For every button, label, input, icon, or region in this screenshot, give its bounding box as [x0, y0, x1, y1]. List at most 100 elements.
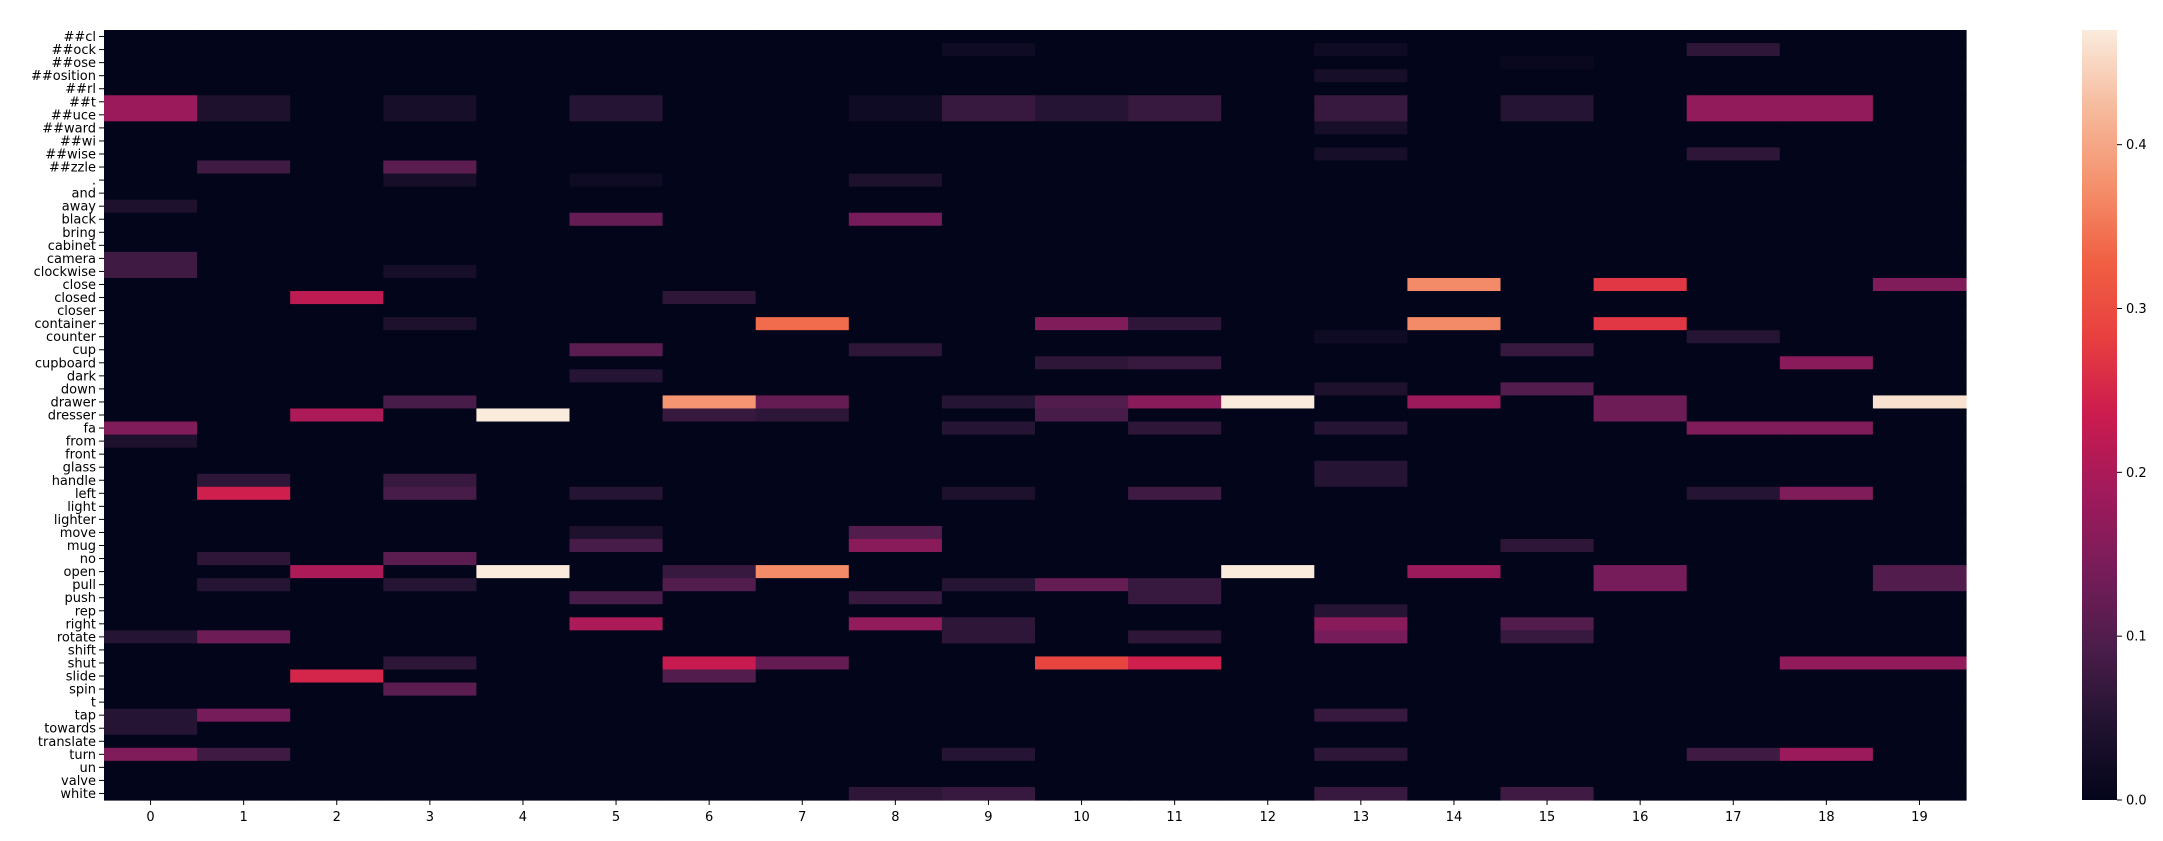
heatmap-cell — [383, 486, 477, 501]
heatmap-cell — [383, 578, 477, 592]
heatmap-cell — [1779, 565, 1874, 579]
heatmap-cell — [1686, 656, 1781, 671]
heatmap-cell — [1407, 291, 1502, 305]
x-tick-label: 18 — [1818, 810, 1835, 825]
heatmap-cell — [1407, 56, 1502, 70]
heatmap-cell — [1872, 199, 1967, 214]
heatmap-cell — [476, 682, 571, 697]
heatmap-cell — [1035, 734, 1129, 749]
heatmap-cell — [476, 565, 571, 579]
heatmap-cell — [1035, 147, 1129, 162]
heatmap-cell — [848, 708, 943, 723]
heatmap-cell — [941, 199, 1036, 214]
heatmap-cell — [1686, 460, 1781, 475]
y-tick-label: pull — [72, 578, 96, 593]
heatmap-cell — [1686, 525, 1781, 540]
heatmap-cell — [476, 356, 571, 370]
heatmap-cell — [197, 578, 291, 592]
heatmap-cell — [941, 82, 1036, 96]
heatmap-cell — [1128, 630, 1222, 644]
y-tick-label: cabinet — [48, 239, 96, 254]
heatmap-cell — [290, 565, 384, 579]
heatmap-cell — [941, 173, 1036, 188]
heatmap-cell — [1686, 317, 1781, 331]
heatmap-cell — [1221, 238, 1315, 253]
heatmap-cell — [104, 251, 198, 266]
heatmap-cell — [569, 356, 664, 370]
y-tick-label: handle — [52, 474, 96, 489]
heatmap-cell — [1593, 760, 1688, 775]
heatmap-cell — [848, 264, 943, 279]
heatmap-cell — [1779, 708, 1874, 723]
heatmap-cell — [476, 395, 571, 410]
heatmap-cell — [569, 408, 664, 423]
heatmap-cell — [848, 643, 943, 658]
heatmap-cell — [941, 617, 1036, 631]
heatmap-cell — [1314, 291, 1408, 305]
heatmap-cell — [569, 760, 664, 775]
heatmap-cell — [290, 473, 384, 488]
heatmap-cell — [662, 460, 757, 475]
heatmap-cell — [1779, 786, 1874, 801]
heatmap-cell — [1407, 578, 1502, 592]
heatmap-cell — [755, 212, 850, 227]
y-tick-label: closer — [57, 304, 96, 319]
heatmap-cell — [1221, 773, 1315, 788]
heatmap-cell — [662, 304, 757, 318]
heatmap-cell — [848, 591, 943, 605]
heatmap-cell — [1872, 721, 1967, 736]
heatmap-cell — [1407, 473, 1502, 488]
heatmap-cell — [197, 617, 291, 631]
heatmap-cell — [1221, 486, 1315, 501]
heatmap-cell — [1314, 264, 1408, 279]
heatmap-cell — [1872, 264, 1967, 279]
heatmap-cell — [1221, 186, 1315, 201]
heatmap-cell — [941, 277, 1036, 292]
heatmap-cell — [1221, 304, 1315, 318]
heatmap-cell — [941, 160, 1036, 175]
heatmap-cell — [848, 512, 943, 527]
heatmap-cell — [848, 760, 943, 775]
heatmap-cell — [1407, 512, 1502, 527]
heatmap-cell — [104, 317, 198, 331]
heatmap-cell — [941, 538, 1036, 553]
heatmap-cell — [476, 30, 571, 44]
heatmap-cell — [848, 395, 943, 410]
heatmap-cell — [1779, 578, 1874, 592]
heatmap-cell — [104, 108, 198, 122]
heatmap-cell — [755, 604, 850, 618]
heatmap-cell — [1128, 343, 1222, 357]
heatmap-cell — [941, 291, 1036, 305]
heatmap-cell — [941, 43, 1036, 57]
heatmap-cell — [1128, 721, 1222, 736]
heatmap-cell — [755, 121, 850, 136]
heatmap-cell — [290, 225, 384, 240]
y-tick-label: shift — [68, 643, 96, 658]
heatmap-cell — [383, 604, 477, 618]
heatmap-cell — [662, 238, 757, 253]
heatmap-cell — [569, 199, 664, 214]
heatmap-cell — [662, 173, 757, 188]
heatmap-cell — [1314, 343, 1408, 357]
heatmap-cell — [662, 199, 757, 214]
heatmap-cell — [1035, 251, 1129, 266]
heatmap-cell — [1872, 160, 1967, 175]
heatmap-cell — [1872, 225, 1967, 240]
heatmap-cell — [476, 486, 571, 501]
heatmap-cell — [1221, 43, 1315, 57]
heatmap-cell — [1500, 760, 1595, 775]
heatmap-cell — [1314, 591, 1408, 605]
heatmap-cell — [1221, 512, 1315, 527]
heatmap-cell — [662, 69, 757, 83]
heatmap-cell — [1035, 356, 1129, 370]
y-tick-label: white — [60, 787, 96, 802]
heatmap-cell — [1221, 578, 1315, 592]
heatmap-cell — [1500, 238, 1595, 253]
heatmap-cell — [1686, 591, 1781, 605]
heatmap-cell — [569, 734, 664, 749]
heatmap-cell — [755, 356, 850, 370]
heatmap-cell — [1035, 330, 1129, 344]
heatmap-cell — [1407, 277, 1502, 292]
heatmap-cell — [290, 538, 384, 553]
heatmap-cell — [1314, 604, 1408, 618]
